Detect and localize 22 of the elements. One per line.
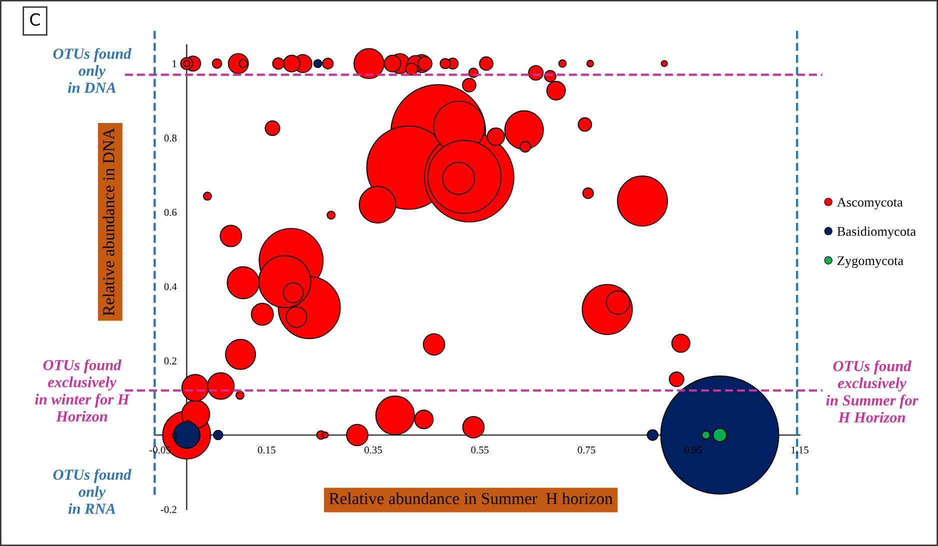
x-tick-label: 0.75	[578, 446, 596, 454]
chart-title: C	[30, 13, 40, 26]
text: OTUs found only in RNA	[53, 468, 132, 514]
legend-label: Zygomycota	[838, 256, 904, 268]
x-axis-title: Relative abundance in Summer H horizon	[329, 492, 613, 504]
x-tick-label: 0.15	[258, 446, 276, 454]
legend-label: Basidiomycota	[837, 226, 916, 239]
text: OTUs found exclusively in winter for H Horizon	[35, 359, 130, 422]
legend-label: Ascomycota	[837, 198, 903, 210]
y-tick-label: -0.2	[160, 506, 176, 514]
text: OTUs found exclusively in Summer for H Horizon	[826, 360, 918, 423]
y-axis-title: Relative abundance in DNA	[102, 128, 114, 316]
y-tick-label: 0.6	[164, 208, 177, 216]
x-tick-label: 0.35	[364, 446, 382, 454]
y-tick-label: 0.8	[164, 134, 177, 142]
y-tick-label: 0.2	[164, 357, 176, 364]
x-tick-label: 1.15	[792, 446, 808, 454]
x-tick-label: 0.95	[684, 446, 702, 454]
x-tick-label: 0.55	[471, 446, 489, 454]
text: OTUs found only in DNA	[53, 48, 132, 93]
y-tick-label: 0.4	[164, 283, 177, 290]
y-tick-label: 1	[172, 60, 176, 68]
